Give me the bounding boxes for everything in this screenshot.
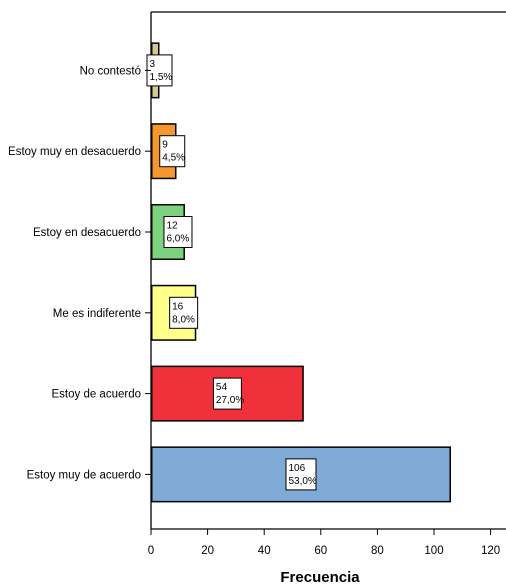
- data-label-percent: 27,0%: [216, 395, 244, 406]
- x-tick-label: 100: [424, 545, 443, 557]
- category-label: Estoy en desacuerdo: [33, 227, 141, 239]
- data-label-count: 54: [216, 382, 228, 393]
- data-labels: 3 1,5% 9 4,5% 12 6,0% 16 8,0% 54 27,0% 106 53,0%: [146, 54, 317, 491]
- x-tick-label: 40: [258, 545, 271, 557]
- x-tick-label: 20: [201, 545, 214, 557]
- data-label-box: [212, 377, 242, 410]
- category-label: No contestó: [80, 65, 141, 77]
- bars: [151, 42, 451, 503]
- data-label-percent: 6,0%: [166, 234, 189, 245]
- data-label-box: [159, 135, 186, 168]
- x-tick-label: 60: [314, 545, 327, 557]
- category-label: Estoy muy en desacuerdo: [8, 146, 141, 158]
- data-label-count: 106: [288, 463, 305, 474]
- x-axis-title: Frecuencia: [280, 569, 360, 586]
- data-label-percent: 4,5%: [162, 153, 185, 164]
- data-label-box: [285, 458, 317, 491]
- data-label-box: [169, 296, 199, 329]
- x-tick-label: 120: [481, 545, 500, 557]
- data-label-percent: 53,0%: [288, 476, 316, 487]
- data-label-count: 12: [166, 221, 178, 232]
- category-label: Estoy muy de acuerdo: [27, 469, 141, 481]
- data-label-percent: 1,5%: [150, 72, 173, 83]
- category-label: Estoy de acuerdo: [51, 389, 141, 401]
- x-tick-label: 80: [371, 545, 384, 557]
- data-label-box: [146, 54, 173, 87]
- data-label-count: 9: [162, 140, 168, 151]
- x-axis-ticks: 0 20 40 60 80 100 120: [148, 529, 500, 557]
- data-label-count: 16: [172, 301, 184, 312]
- category-label: Me es indiferente: [53, 308, 141, 320]
- data-label-box: [163, 216, 193, 248]
- x-tick-label: 0: [148, 545, 154, 557]
- category-labels: No contestó Estoy muy en desacuerdo Estoy …: [8, 65, 151, 481]
- data-label-count: 3: [150, 59, 156, 70]
- data-label-percent: 8,0%: [172, 314, 195, 325]
